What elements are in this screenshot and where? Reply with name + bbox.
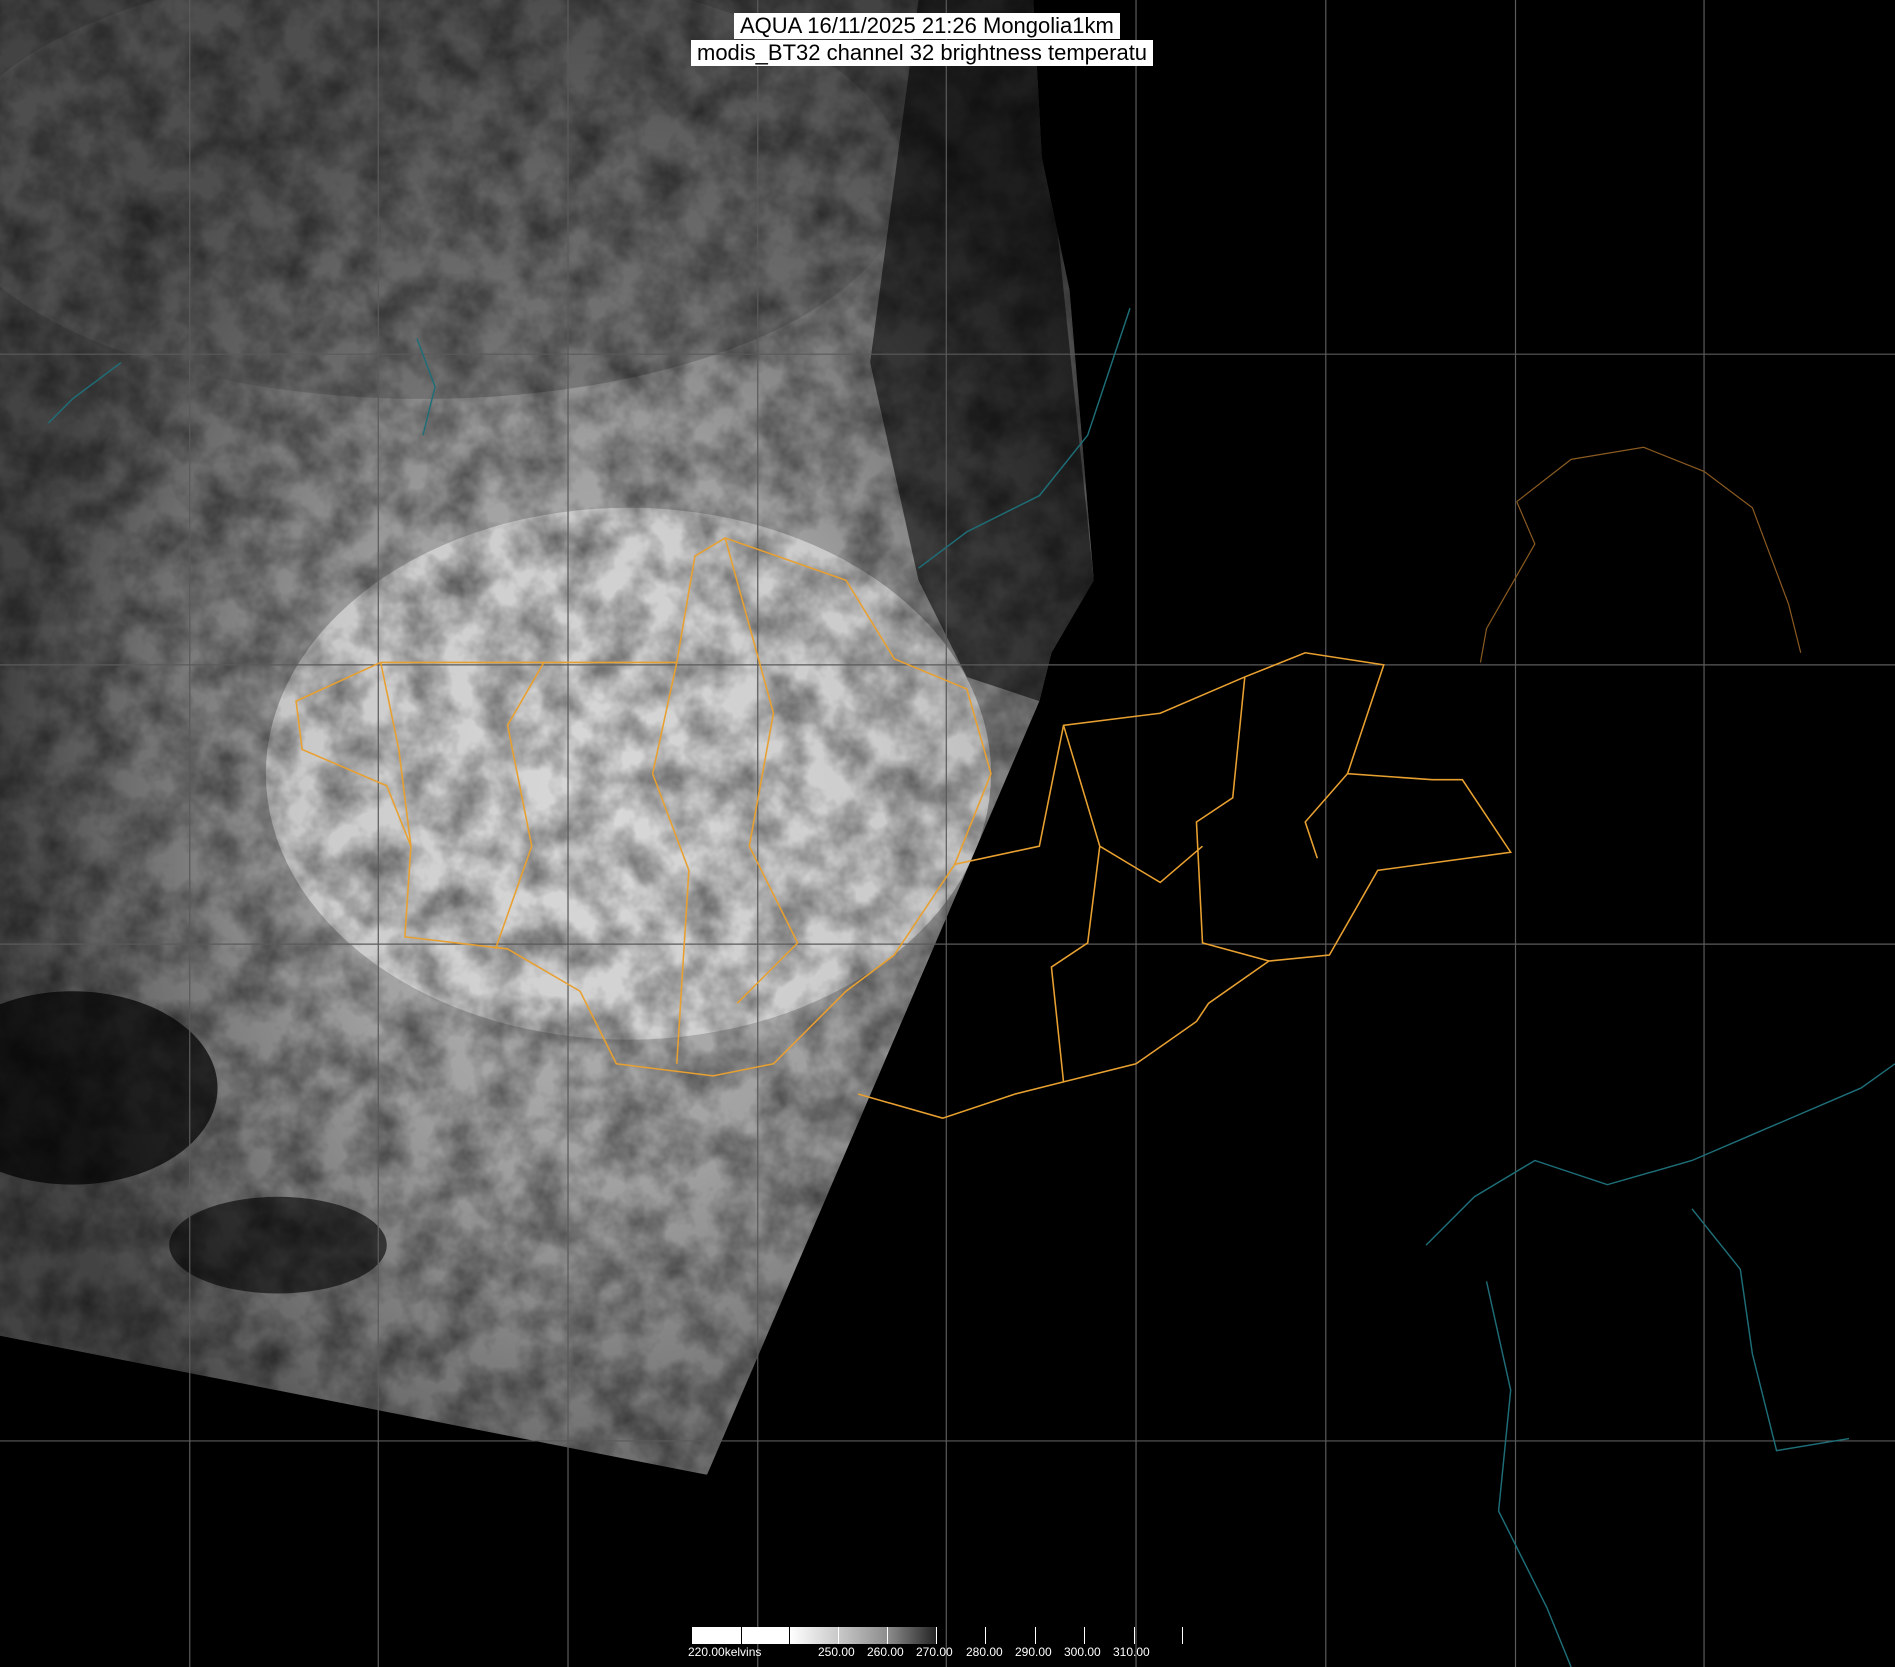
colorbar-tick-label: 310.00 (1113, 1645, 1150, 1659)
colorbar-tick (985, 1627, 986, 1644)
colorbar-tick-label: 300.00 (1064, 1645, 1101, 1659)
colorbar-tick-label: 290.00 (1015, 1645, 1052, 1659)
satellite-swath (0, 0, 1094, 1475)
colorbar-tick (1182, 1627, 1183, 1644)
colorbar-unit-label: 220.00kelvins (688, 1645, 762, 1659)
northeast-china-border (857, 651, 1513, 1120)
colorbar-tick-label: 270.00 (916, 1645, 953, 1659)
colorbar (692, 1627, 937, 1644)
colorbar-tick-label: 250.00 (818, 1645, 855, 1659)
colorbar-tick (1084, 1627, 1085, 1644)
title-line-1: AQUA 16/11/2025 21:26 Mongolia1km (734, 13, 1120, 39)
colorbar-tick-label: 260.00 (867, 1645, 904, 1659)
title-line-2: modis_BT32 channel 32 brightness tempera… (691, 40, 1154, 66)
colorbar-tick (838, 1627, 839, 1644)
colorbar-tick (936, 1627, 937, 1644)
colorbar-tick (1035, 1627, 1036, 1644)
colorbar-tick (789, 1627, 790, 1644)
admin-borders (295, 537, 1513, 1120)
colorbar-tick (887, 1627, 888, 1644)
russia-border (1479, 446, 1802, 663)
colorbar-tick-label: 280.00 (966, 1645, 1003, 1659)
colorbar-tick (741, 1627, 742, 1644)
mongolia-border (295, 537, 992, 1077)
colorbar-tick (1134, 1627, 1135, 1644)
coastlines-rivers (47, 308, 1895, 1667)
